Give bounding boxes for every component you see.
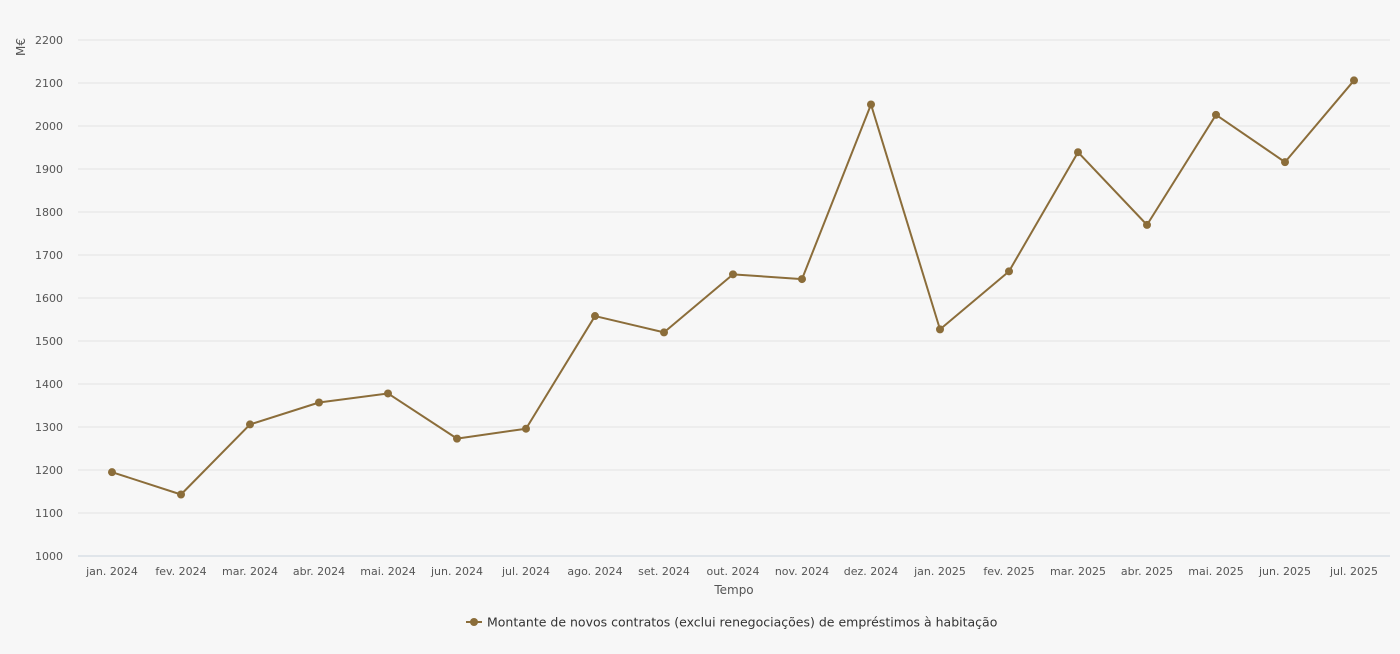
y-tick-label: 1300 <box>35 421 63 434</box>
x-tick-label: set. 2024 <box>638 565 690 578</box>
data-point[interactable] <box>1074 148 1082 157</box>
x-tick-label: abr. 2024 <box>293 565 345 578</box>
data-point[interactable] <box>177 490 185 499</box>
data-point[interactable] <box>867 100 875 109</box>
data-point[interactable] <box>936 325 944 334</box>
y-tick-label: 1400 <box>35 378 63 391</box>
x-tick-label: jul. 2024 <box>501 565 550 578</box>
x-tick-label: jun. 2024 <box>430 565 483 578</box>
x-tick-label: mai. 2024 <box>360 565 416 578</box>
y-tick-label: 1900 <box>35 163 63 176</box>
y-axis: 1000 1100 1200 1300 1400 1500 1600 1700 1800 1900… <box>35 34 63 563</box>
gridlines <box>78 39 1390 514</box>
data-point[interactable] <box>1212 110 1220 119</box>
data-point[interactable] <box>1281 158 1289 167</box>
x-axis: jan. 2024 fev. 2024 mar. 2024 abr. 2024 mai.… <box>78 555 1390 578</box>
x-tick-label: fev. 2025 <box>983 565 1034 578</box>
y-tick-label: 2000 <box>35 120 63 133</box>
data-point[interactable] <box>384 389 392 398</box>
x-tick-label: jul. 2025 <box>1329 565 1378 578</box>
series-layer <box>108 76 1358 499</box>
x-tick-label: jan. 2024 <box>85 565 138 578</box>
x-tick-label: abr. 2025 <box>1121 565 1173 578</box>
y-tick-label: 1600 <box>35 292 63 305</box>
x-tick-label: nov. 2024 <box>775 565 829 578</box>
x-tick-label: ago. 2024 <box>567 565 622 578</box>
data-point[interactable] <box>108 468 116 477</box>
data-point[interactable] <box>522 424 530 433</box>
y-tick-label: 1700 <box>35 249 63 262</box>
data-point[interactable] <box>660 328 668 337</box>
x-tick-label: mai. 2025 <box>1188 565 1244 578</box>
y-tick-label: 2100 <box>35 77 63 90</box>
y-tick-label: 1800 <box>35 206 63 219</box>
x-tick-label: fev. 2024 <box>155 565 206 578</box>
y-axis-title: M€ <box>14 38 28 56</box>
x-tick-label: dez. 2024 <box>844 565 899 578</box>
y-tick-label: 1200 <box>35 464 63 477</box>
data-point[interactable] <box>246 420 254 429</box>
legend-entry-label: Montante de novos contratos (exclui rene… <box>487 615 997 630</box>
x-tick-label: jun. 2025 <box>1258 565 1311 578</box>
data-point[interactable] <box>1350 76 1358 85</box>
data-point[interactable] <box>729 270 737 279</box>
y-tick-label: 1000 <box>35 550 63 563</box>
data-point[interactable] <box>591 312 599 321</box>
data-point[interactable] <box>315 398 323 407</box>
y-tick-label: 1100 <box>35 507 63 520</box>
x-tick-label: mar. 2025 <box>1050 565 1106 578</box>
legend-marker-icon <box>470 618 478 626</box>
data-point[interactable] <box>1143 220 1151 229</box>
series-line <box>111 79 1355 496</box>
data-point[interactable] <box>453 434 461 443</box>
x-tick-label: out. 2024 <box>706 565 759 578</box>
legend[interactable]: Montante de novos contratos (exclui rene… <box>466 615 997 630</box>
x-axis-title: Tempo <box>713 583 753 597</box>
y-tick-label: 1500 <box>35 335 63 348</box>
y-tick-label: 2200 <box>35 34 63 47</box>
data-point[interactable] <box>1005 267 1013 276</box>
x-tick-label: jan. 2025 <box>913 565 966 578</box>
data-point[interactable] <box>798 275 806 284</box>
x-tick-label: mar. 2024 <box>222 565 278 578</box>
